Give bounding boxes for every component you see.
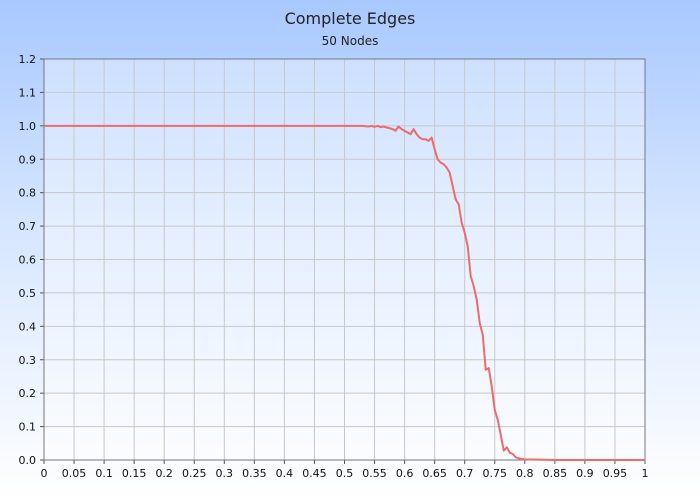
x-tick-label: 1 [642, 467, 649, 480]
x-tick-label: 0.5 [336, 467, 354, 480]
x-tick-label: 0.65 [422, 467, 447, 480]
x-tick-label: 0.2 [155, 467, 173, 480]
plot-border [43, 58, 646, 461]
x-tick-label: 0.35 [242, 467, 267, 480]
y-tick-label: 0.1 [19, 421, 37, 434]
series-line [44, 124, 645, 461]
x-tick-label: 0 [41, 467, 48, 480]
x-tick-label: 0.95 [603, 467, 628, 480]
x-tick-label: 0.1 [95, 467, 113, 480]
x-tick-label: 0.85 [543, 467, 568, 480]
y-tick-label: 0.5 [19, 287, 37, 300]
chart-subtitle: 50 Nodes [322, 34, 379, 48]
y-tick-label: 0.3 [19, 354, 37, 367]
x-tick-label: 0.7 [456, 467, 474, 480]
x-tick-label: 0.45 [302, 467, 327, 480]
y-tick-label: 0.8 [19, 187, 37, 200]
x-tick-label: 0.55 [362, 467, 387, 480]
x-tick-label: 0.4 [276, 467, 294, 480]
y-tick-label: 1.0 [19, 120, 37, 133]
y-tick-label: 0.4 [19, 320, 37, 333]
series-layer [44, 124, 645, 461]
x-tick-label: 0.8 [516, 467, 534, 480]
y-tick-label: 0.0 [19, 454, 37, 467]
chart-title: Complete Edges [285, 9, 416, 28]
x-tick-label: 0.25 [182, 467, 207, 480]
axes: 0 0.05 0.1 0.15 0.2 0.25 0.3 0.35 0.4 0.45 0.5 0.55… [19, 53, 649, 480]
x-tick-label: 0.15 [122, 467, 147, 480]
y-tick-label: 1.1 [19, 86, 37, 99]
y-tick-label: 1.2 [19, 53, 37, 66]
x-tick-label: 0.6 [396, 467, 414, 480]
y-tick-label: 0.6 [19, 254, 37, 267]
grid [43, 58, 646, 461]
y-tick-label: 0.7 [19, 220, 37, 233]
x-tick-label: 0.75 [483, 467, 508, 480]
x-tick-label: 0.3 [216, 467, 234, 480]
y-tick-label: 0.9 [19, 153, 37, 166]
y-tick-label: 0.2 [19, 387, 37, 400]
x-tick-label: 0.05 [62, 467, 87, 480]
x-tick-label: 0.9 [576, 467, 594, 480]
